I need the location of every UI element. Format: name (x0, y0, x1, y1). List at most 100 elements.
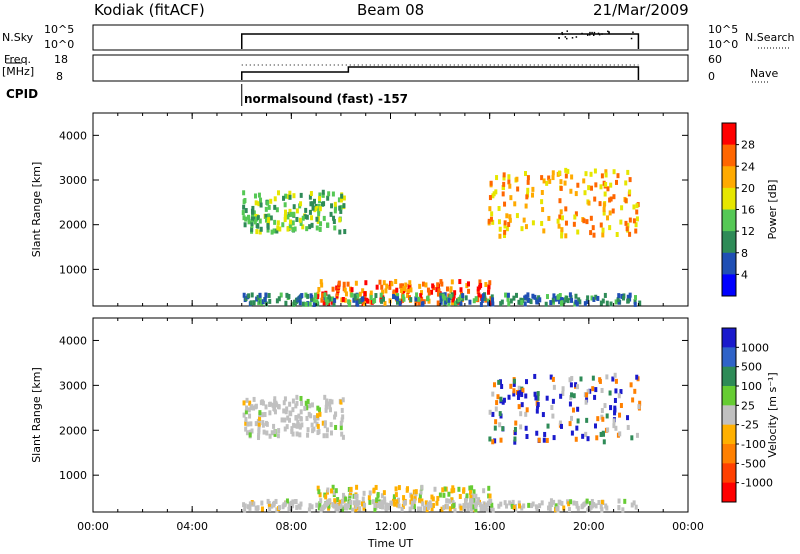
power-cell (481, 293, 485, 299)
velocity-cell (291, 398, 295, 404)
power-cell (284, 193, 288, 199)
power-cell (406, 288, 410, 294)
velocity-cell (245, 397, 249, 403)
power-cell (426, 287, 430, 293)
power-cell (459, 300, 463, 306)
power-cell (452, 293, 456, 299)
nsearch-point (581, 32, 583, 35)
power-cell (426, 295, 430, 301)
velocity-cell (324, 494, 328, 500)
power-cell (331, 296, 335, 302)
velocity-cell (569, 499, 573, 505)
velocity-cell (611, 376, 615, 382)
velocity-cell (420, 484, 424, 490)
power-cell (332, 301, 336, 307)
velocity-cell (613, 397, 617, 403)
velocity-cell (498, 411, 502, 417)
velocity-cell (382, 490, 386, 496)
power-cell (575, 301, 579, 307)
velocity-cell (560, 500, 564, 506)
power-cell (357, 299, 361, 305)
velocity-cell (344, 496, 348, 502)
power-cell (414, 296, 418, 302)
power-cell (291, 227, 295, 233)
power-cell (419, 293, 423, 299)
velocity-cell (283, 426, 287, 432)
power-cell (488, 195, 492, 201)
power-cell (250, 215, 254, 221)
power-cell (612, 169, 616, 175)
power-cell (337, 280, 341, 286)
power-cell (569, 295, 573, 301)
power-cell (244, 208, 248, 214)
power-cell (564, 206, 568, 212)
velocity-cell (389, 500, 393, 506)
power-cell (298, 217, 302, 223)
colorbar-label: Power [dB] (766, 180, 779, 240)
power-cell (315, 299, 319, 305)
velocity-cell (306, 427, 310, 433)
velocity-cell (355, 484, 359, 490)
velocity-cell (508, 500, 512, 506)
power-cell (284, 300, 288, 306)
power-cell (394, 278, 398, 284)
power-cell (331, 191, 335, 197)
colorbar-swatch (722, 209, 736, 232)
power-cell (266, 222, 270, 228)
power-cell (608, 225, 612, 231)
velocity-cell (291, 502, 295, 508)
velocity-cell (351, 507, 355, 513)
velocity-cell (591, 386, 595, 392)
power-cell (242, 292, 246, 298)
velocity-cell (521, 387, 525, 393)
velocity-cell (394, 492, 398, 498)
power-cell (308, 301, 312, 307)
power-cell (498, 233, 502, 239)
velocity-cell (373, 507, 377, 513)
velocity-cell (277, 428, 281, 434)
power-cell (449, 294, 453, 300)
velocity-cell (605, 505, 609, 511)
velocity-cell (513, 436, 517, 442)
power-cell (578, 299, 582, 305)
velocity-cell (559, 423, 563, 429)
power-cell (346, 281, 350, 287)
power-cell (366, 298, 370, 304)
velocity-cell (263, 411, 267, 417)
colorbar-frame (721, 327, 737, 503)
velocity-cell (485, 502, 489, 508)
power-cell (531, 293, 535, 299)
power-cell (628, 189, 632, 195)
velocity-cell (546, 423, 550, 429)
power-cell (453, 290, 457, 296)
colorbar-label: Velocity [m s⁻¹] (766, 372, 779, 457)
velocity-cell (356, 505, 360, 511)
velocity-cell (599, 504, 603, 510)
power-cell (551, 175, 555, 181)
velocity-cell (368, 499, 372, 505)
velocity-cell (361, 496, 365, 502)
nsearch-point (632, 31, 634, 34)
velocity-cell (587, 505, 591, 511)
power-cell (392, 289, 396, 295)
nsearch-tick-bottom: 10^0 (708, 38, 739, 51)
velocity-cell (401, 503, 405, 509)
velocity-cell (310, 422, 314, 428)
power-cell (309, 293, 313, 299)
velocity-cell (270, 430, 274, 436)
date-title: 21/Mar/2009 (593, 1, 689, 19)
power-cell (531, 186, 535, 192)
velocity-cell (421, 501, 425, 507)
velocity-cell (257, 427, 261, 433)
power-cell (505, 213, 509, 219)
y-tick-label: 3000 (59, 174, 87, 187)
power-cell (526, 297, 530, 303)
power-cell (526, 175, 530, 181)
velocity-cell (307, 507, 311, 513)
velocity-cell (551, 376, 555, 382)
power-cell (604, 169, 608, 175)
power-cell (635, 203, 639, 209)
power-cell (258, 292, 262, 298)
power-cell (468, 299, 472, 305)
power-cell (333, 208, 337, 214)
